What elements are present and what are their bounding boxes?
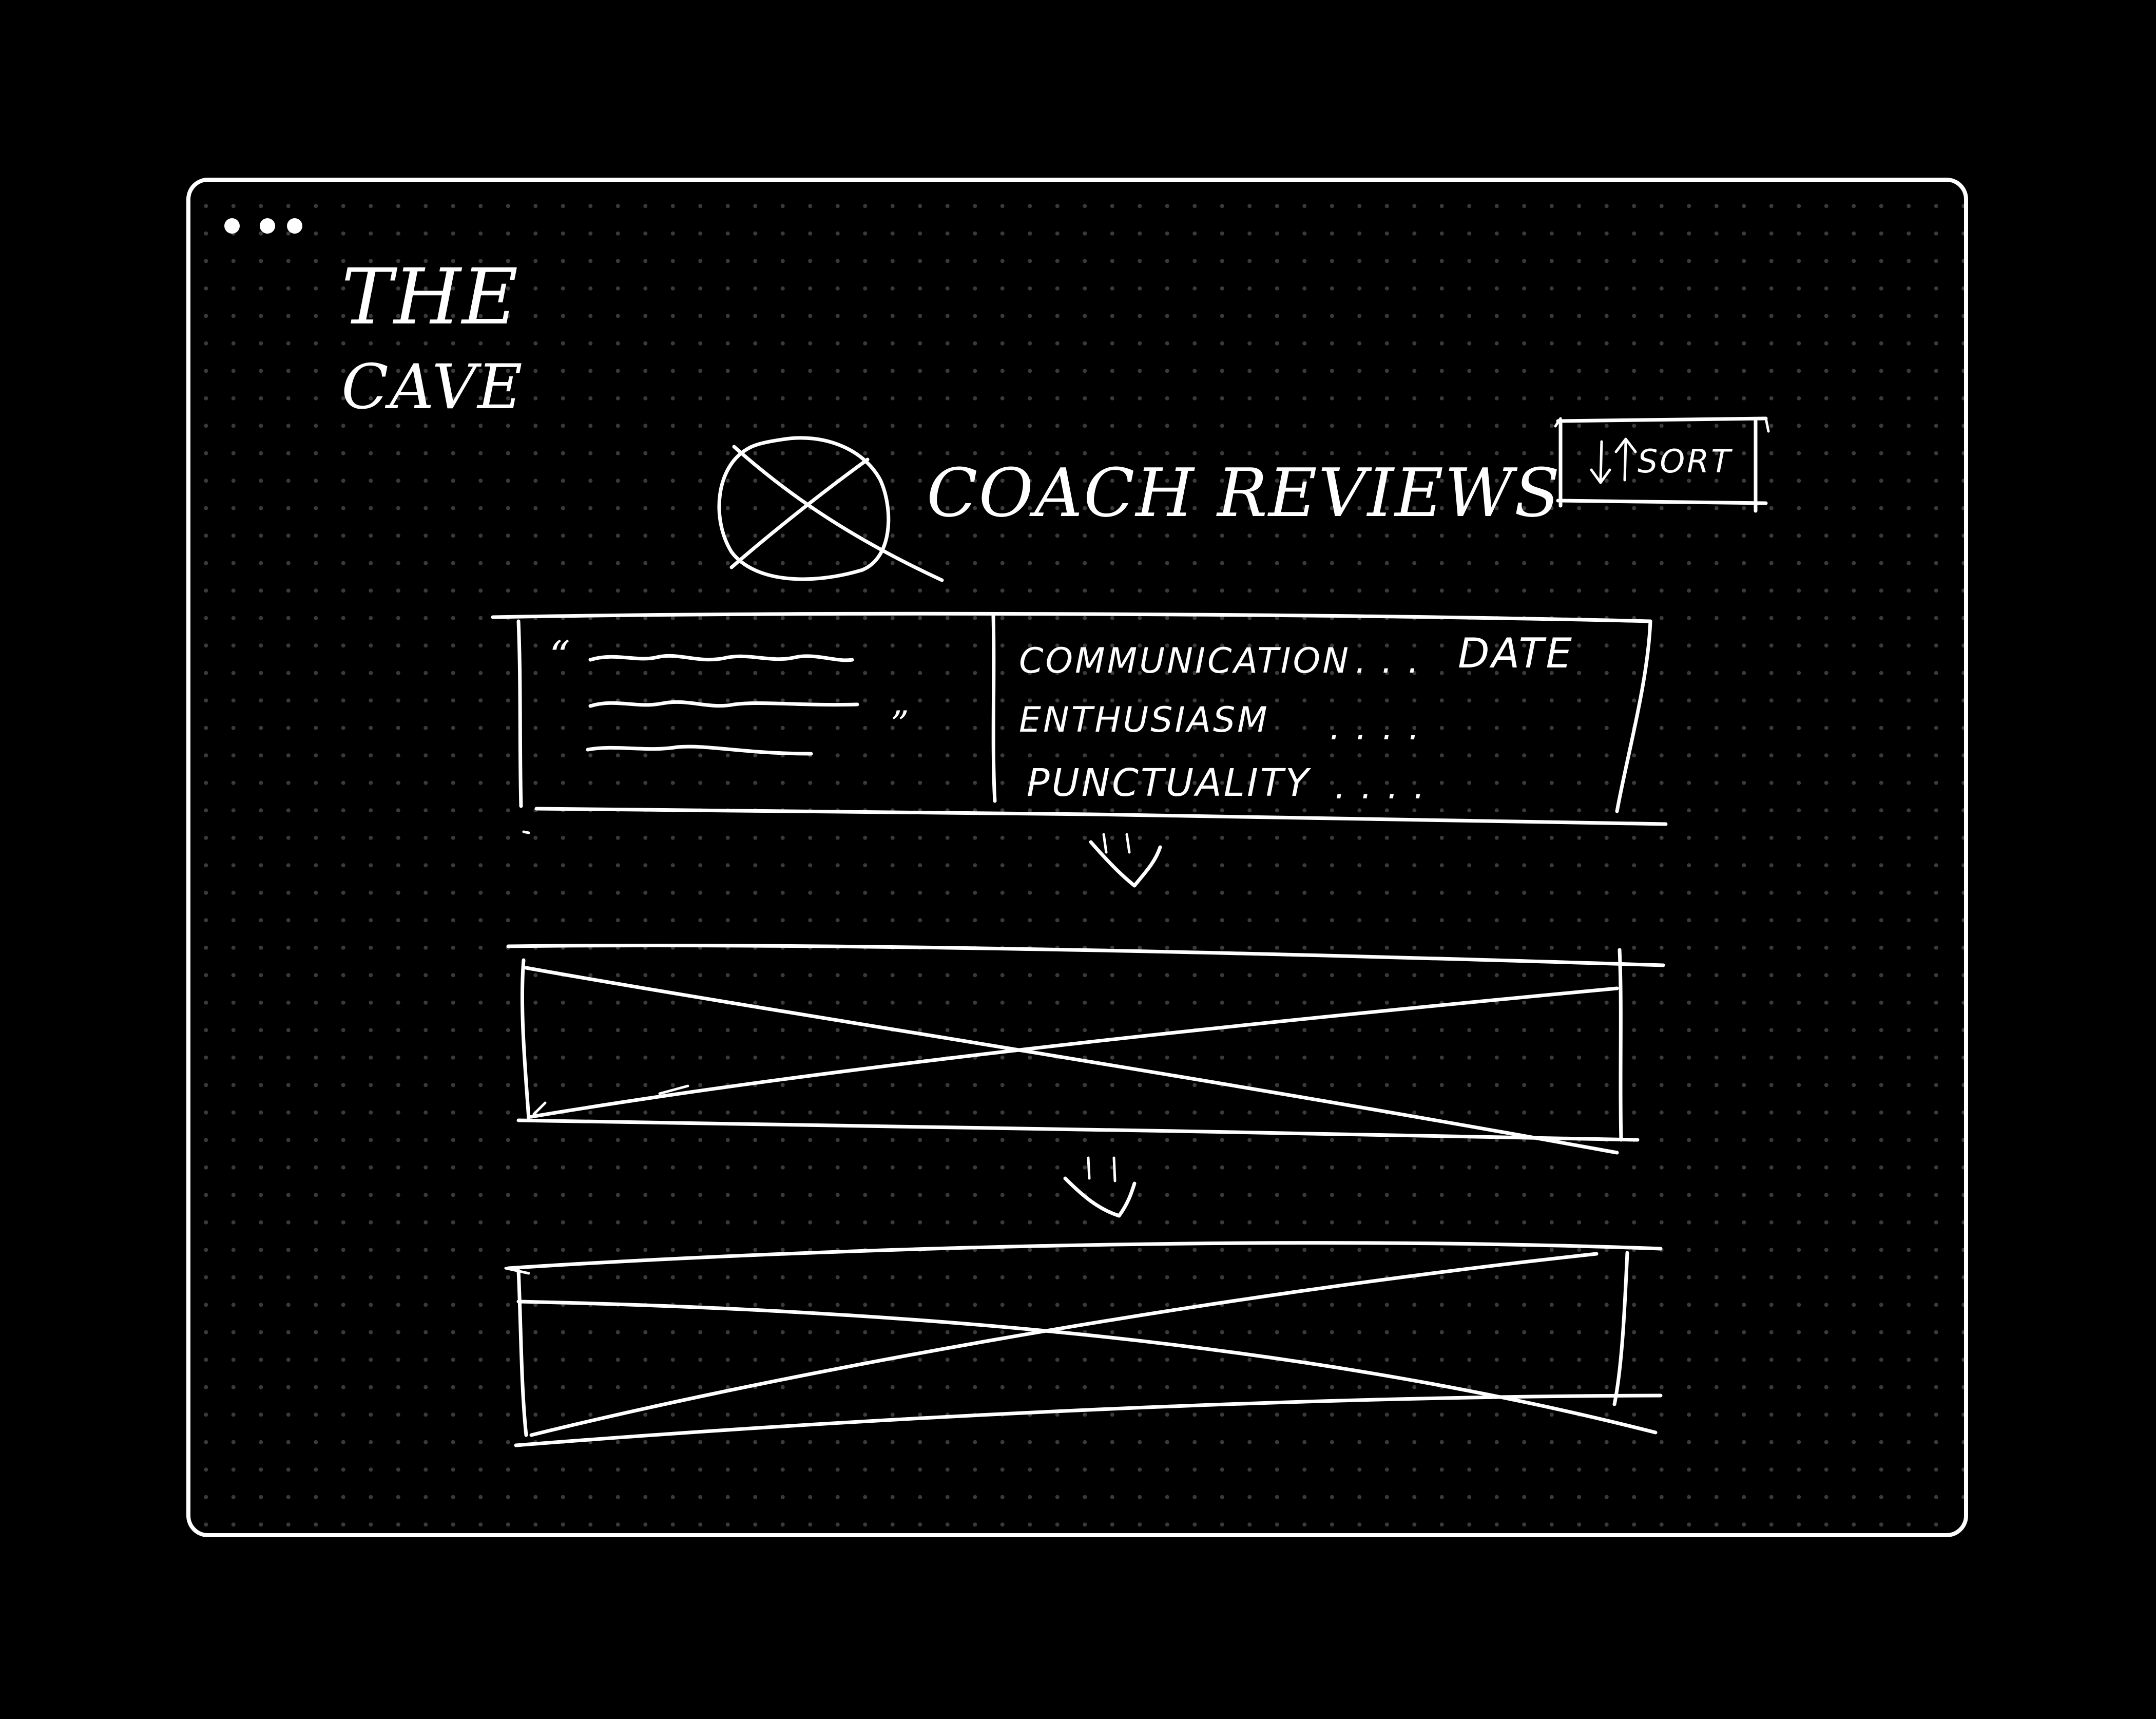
quote-text-line	[588, 700, 859, 708]
sort-arrows-icon	[1590, 437, 1637, 484]
rating-dots-punctuality: . . . .	[1335, 767, 1427, 807]
rating-label-punctuality: PUNCTUALITY	[1027, 761, 1312, 805]
quote-text-line	[588, 654, 854, 662]
review-date: DATE	[1458, 629, 1574, 677]
rating-label-enthusiasm: ENTHUSIASM	[1019, 700, 1269, 740]
browser-window	[186, 178, 1968, 1537]
quote-close: ”	[891, 703, 910, 746]
rating-dots-enthusiasm: . . . .	[1330, 708, 1421, 748]
quote-open: “	[549, 632, 571, 680]
review-card-placeholder[interactable]	[504, 1241, 1663, 1447]
quote-text-line	[586, 744, 813, 756]
scroll-down-icon	[1089, 833, 1162, 888]
sort-button-label: SORT	[1638, 443, 1732, 480]
window-dots-icon[interactable]	[224, 218, 302, 234]
rating-label-communication: COMMUNICATION	[1019, 641, 1351, 681]
rating-dots-communication: . . .	[1355, 641, 1421, 681]
app-title-line1: THE	[341, 253, 519, 342]
review-card[interactable]: “ ” COMMUNICATION . . . ENTHUSIASM . . .…	[491, 612, 1668, 834]
sort-button[interactable]: SORT	[1554, 416, 1770, 513]
page-title: COACH REVIEWS	[927, 454, 1561, 532]
app-title-line2: CAVE	[341, 352, 524, 423]
review-card-placeholder[interactable]	[506, 943, 1665, 1155]
image-placeholder-icon	[717, 436, 944, 582]
scroll-down-icon	[1063, 1156, 1137, 1218]
ratings-list: COMMUNICATION . . . ENTHUSIASM . . . . P…	[1019, 641, 1427, 807]
window-frame	[186, 178, 1968, 1537]
review-quote: “ ”	[549, 632, 910, 756]
app-logo[interactable]: THE CAVE	[341, 253, 524, 423]
